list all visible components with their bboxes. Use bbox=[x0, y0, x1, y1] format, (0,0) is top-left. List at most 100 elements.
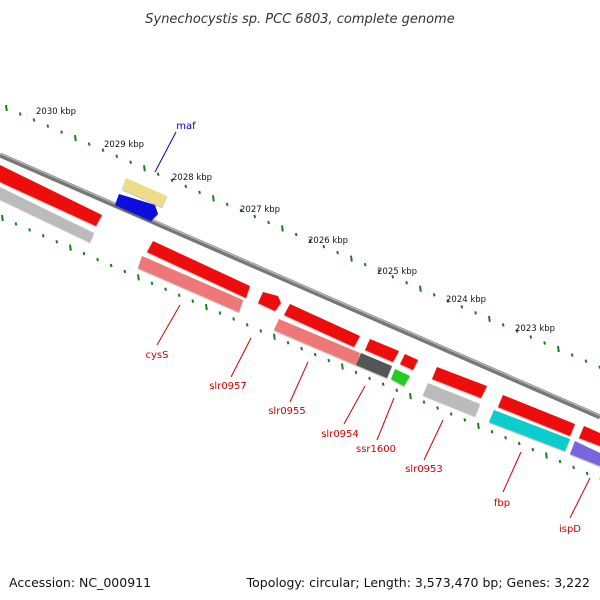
outer-tick bbox=[101, 148, 105, 152]
gene-label-slr0954[interactable]: slr0954 bbox=[321, 429, 359, 440]
outer-tick bbox=[170, 178, 174, 183]
outer-tick bbox=[143, 165, 146, 172]
outer-tick bbox=[87, 142, 91, 146]
gene-feature-small-red[interactable] bbox=[400, 354, 418, 370]
kbp-label-2030: 2030 kbp bbox=[36, 107, 76, 117]
inner-tick bbox=[109, 263, 113, 268]
inner-tick bbox=[585, 471, 589, 476]
inner-tick bbox=[477, 422, 480, 429]
outer-tick bbox=[405, 280, 408, 285]
accession-text: Accession: NC_000911 bbox=[9, 575, 152, 590]
inner-tick bbox=[545, 452, 548, 459]
kbp-label-2026: 2026 kbp bbox=[308, 236, 348, 246]
outer-tick bbox=[18, 112, 22, 116]
inner-tick bbox=[409, 393, 412, 400]
outer-tick bbox=[501, 323, 505, 327]
gene-feature-maf-yellow[interactable] bbox=[122, 178, 167, 207]
gene-feature-ispD-red[interactable] bbox=[579, 426, 600, 446]
gene-label-slr0957[interactable]: slr0957 bbox=[209, 381, 247, 392]
gene-feature-slr0954-red[interactable] bbox=[365, 339, 399, 362]
inner-tick bbox=[164, 287, 167, 292]
outer-tick bbox=[584, 359, 588, 363]
inner-tick bbox=[96, 257, 99, 262]
genome-summary-text: Topology: circular; Length: 3,573,470 bp… bbox=[246, 575, 590, 590]
outer-tick bbox=[322, 244, 326, 249]
outer-tick bbox=[377, 268, 381, 273]
gene-feature-fbp-red[interactable] bbox=[498, 395, 575, 436]
kbp-label-2028: 2028 kbp bbox=[172, 173, 212, 183]
inner-tick bbox=[55, 239, 59, 244]
map-title: Synechocystis sp. PCC 6803, complete gen… bbox=[145, 12, 454, 27]
gene-feature-ispD-purple[interactable] bbox=[570, 441, 600, 466]
outer-tick bbox=[129, 160, 132, 164]
inner-tick bbox=[205, 303, 208, 311]
inner-tick bbox=[150, 281, 154, 286]
outer-tick bbox=[5, 104, 8, 112]
inner-tick bbox=[191, 299, 195, 303]
inner-tick bbox=[259, 329, 263, 333]
inner-tick bbox=[1, 214, 4, 222]
gene-feature-cysS-pink[interactable] bbox=[138, 256, 243, 312]
outer-tick bbox=[184, 184, 188, 189]
outer-tick bbox=[432, 293, 436, 297]
gene-feature-slr0954-dark[interactable] bbox=[356, 353, 392, 378]
gene-feature-fbp-cyan[interactable] bbox=[489, 410, 570, 451]
inner-tick bbox=[449, 412, 453, 416]
genome-backbone bbox=[0, 152, 600, 420]
inner-tick bbox=[69, 244, 72, 251]
callout-line-slr0955 bbox=[289, 361, 309, 403]
gene-feature-slr0953-red[interactable] bbox=[432, 367, 487, 398]
inner-tick bbox=[504, 435, 507, 440]
gene-feature-cysS-red[interactable] bbox=[147, 241, 250, 298]
outer-tick bbox=[115, 154, 119, 158]
outer-tick-row bbox=[5, 104, 600, 369]
inner-tick bbox=[218, 311, 222, 315]
inner-tick bbox=[517, 441, 521, 446]
kbp-label-2024: 2024 kbp bbox=[446, 295, 486, 305]
callout-line-slr0954 bbox=[343, 385, 366, 425]
gene-feature-slr0957-red[interactable] bbox=[258, 292, 281, 311]
inner-tick bbox=[558, 459, 562, 464]
gene-label-ispD[interactable]: ispD bbox=[559, 524, 581, 535]
outer-tick bbox=[281, 225, 284, 232]
inner-tick-row bbox=[1, 214, 600, 481]
inner-tick bbox=[41, 234, 45, 238]
gene-label-maf[interactable]: maf bbox=[176, 121, 196, 132]
callout-line-fbp bbox=[502, 451, 522, 493]
genome-backbone-highlight bbox=[0, 152, 600, 417]
gene-label-slr0953[interactable]: slr0953 bbox=[405, 464, 443, 475]
outer-tick bbox=[212, 195, 215, 202]
gene-label-cysS[interactable]: cysS bbox=[146, 350, 169, 361]
inner-tick bbox=[341, 363, 344, 370]
outer-tick bbox=[543, 341, 546, 345]
outer-tick bbox=[294, 232, 298, 237]
outer-tick bbox=[363, 262, 367, 267]
gene-feature-slr0953-gray[interactable] bbox=[423, 383, 480, 416]
callout-line-ispD bbox=[569, 477, 591, 519]
inner-tick bbox=[354, 370, 358, 375]
inner-tick bbox=[313, 352, 317, 357]
outer-tick bbox=[515, 329, 519, 333]
gene-feature-maf-blue[interactable] bbox=[115, 194, 158, 221]
callout-line-ssr1600 bbox=[376, 397, 395, 441]
gene-feature-slr0955-red[interactable] bbox=[284, 304, 360, 347]
outer-tick bbox=[529, 335, 533, 339]
inner-tick bbox=[14, 222, 18, 226]
outer-tick bbox=[488, 315, 491, 323]
gene-label-ssr1600[interactable]: ssr1600 bbox=[356, 444, 396, 455]
outer-tick bbox=[350, 255, 353, 262]
outer-tick bbox=[156, 172, 160, 177]
inner-tick bbox=[28, 228, 31, 232]
gene-feature-gray-left[interactable] bbox=[0, 187, 94, 242]
gene-label-slr0955[interactable]: slr0955 bbox=[268, 406, 306, 417]
gene-feature-ssr1600-green[interactable] bbox=[391, 369, 410, 386]
gene-feature-slr0955-pink[interactable] bbox=[274, 319, 360, 365]
gene-label-fbp[interactable]: fbp bbox=[494, 498, 510, 509]
kbp-label-2029: 2029 kbp bbox=[104, 140, 144, 150]
inner-tick bbox=[572, 465, 575, 470]
inner-tick bbox=[286, 340, 290, 345]
callout-line-cysS bbox=[156, 304, 181, 346]
inner-tick bbox=[123, 269, 127, 274]
gene-feature-red-left[interactable] bbox=[0, 165, 102, 226]
